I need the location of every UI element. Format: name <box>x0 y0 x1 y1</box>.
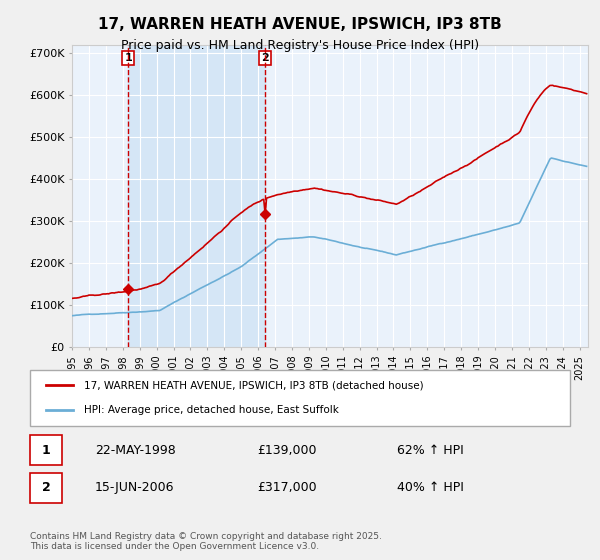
Text: 1: 1 <box>42 444 50 456</box>
Text: 17, WARREN HEATH AVENUE, IPSWICH, IP3 8TB: 17, WARREN HEATH AVENUE, IPSWICH, IP3 8T… <box>98 17 502 32</box>
FancyBboxPatch shape <box>30 436 62 465</box>
Text: 2: 2 <box>261 53 269 63</box>
Text: 62% ↑ HPI: 62% ↑ HPI <box>397 444 464 456</box>
Bar <box>128 45 265 347</box>
Text: £317,000: £317,000 <box>257 482 316 494</box>
FancyBboxPatch shape <box>30 370 570 426</box>
Text: 2: 2 <box>42 482 50 494</box>
Text: £139,000: £139,000 <box>257 444 316 456</box>
Text: HPI: Average price, detached house, East Suffolk: HPI: Average price, detached house, East… <box>84 405 339 415</box>
Text: Contains HM Land Registry data © Crown copyright and database right 2025.
This d: Contains HM Land Registry data © Crown c… <box>30 532 382 552</box>
FancyBboxPatch shape <box>30 473 62 503</box>
Text: 15-JUN-2006: 15-JUN-2006 <box>95 482 175 494</box>
Text: Price paid vs. HM Land Registry's House Price Index (HPI): Price paid vs. HM Land Registry's House … <box>121 39 479 52</box>
Text: 40% ↑ HPI: 40% ↑ HPI <box>397 482 464 494</box>
Text: 1: 1 <box>125 53 132 63</box>
Text: 17, WARREN HEATH AVENUE, IPSWICH, IP3 8TB (detached house): 17, WARREN HEATH AVENUE, IPSWICH, IP3 8T… <box>84 380 424 390</box>
Text: 22-MAY-1998: 22-MAY-1998 <box>95 444 176 456</box>
